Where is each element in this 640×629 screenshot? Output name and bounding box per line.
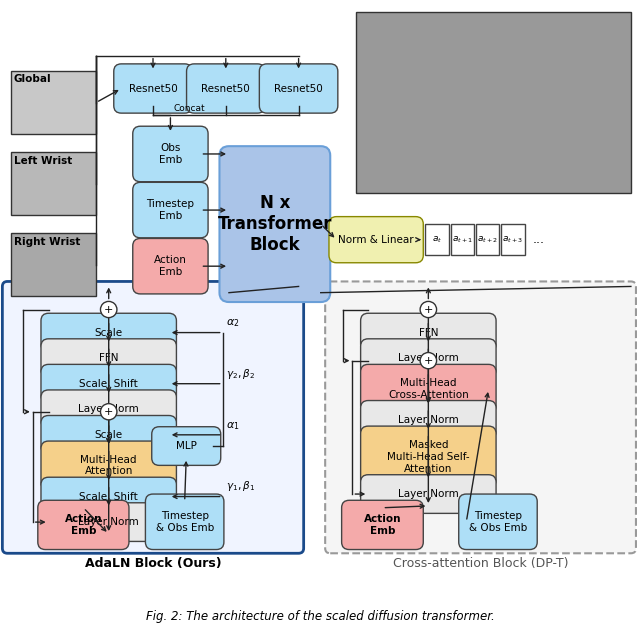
FancyBboxPatch shape	[41, 503, 177, 542]
FancyBboxPatch shape	[360, 313, 496, 352]
FancyBboxPatch shape	[41, 441, 177, 491]
FancyBboxPatch shape	[342, 500, 423, 550]
FancyBboxPatch shape	[459, 494, 537, 550]
Text: N x
Transformer
Block: N x Transformer Block	[218, 194, 332, 254]
Circle shape	[420, 301, 436, 318]
Bar	[11, 152, 96, 214]
FancyBboxPatch shape	[360, 339, 496, 377]
FancyBboxPatch shape	[41, 390, 177, 428]
Text: Layer Norm: Layer Norm	[78, 404, 139, 415]
FancyBboxPatch shape	[220, 146, 330, 302]
Text: Scale, Shift: Scale, Shift	[79, 491, 138, 501]
Circle shape	[100, 404, 117, 420]
FancyBboxPatch shape	[41, 364, 177, 403]
Text: Action
Emb: Action Emb	[65, 514, 102, 536]
Text: $\alpha_1$: $\alpha_1$	[226, 420, 239, 431]
FancyBboxPatch shape	[132, 126, 208, 182]
Text: $a_{t+3}$: $a_{t+3}$	[502, 235, 524, 245]
FancyBboxPatch shape	[41, 416, 177, 454]
FancyBboxPatch shape	[425, 224, 449, 255]
Circle shape	[420, 352, 436, 369]
Text: Resnet50: Resnet50	[274, 84, 323, 94]
Text: Fig. 2: The architecture of the scaled diffusion transformer.: Fig. 2: The architecture of the scaled d…	[147, 610, 495, 623]
Text: ...: ...	[532, 233, 544, 246]
FancyBboxPatch shape	[360, 401, 496, 439]
Text: Layer Norm: Layer Norm	[398, 415, 459, 425]
Text: $\gamma_1, \beta_1$: $\gamma_1, \beta_1$	[226, 479, 255, 493]
FancyBboxPatch shape	[152, 426, 221, 465]
Text: FFN: FFN	[99, 353, 118, 363]
Text: MLP: MLP	[176, 441, 196, 451]
FancyBboxPatch shape	[186, 64, 265, 113]
Bar	[11, 71, 96, 134]
Circle shape	[100, 301, 117, 318]
FancyBboxPatch shape	[451, 224, 474, 255]
Text: Scale, Shift: Scale, Shift	[79, 379, 138, 389]
Text: Multi-Head
Cross-Attention: Multi-Head Cross-Attention	[388, 378, 468, 400]
Text: $a_{t+1}$: $a_{t+1}$	[452, 235, 473, 245]
FancyBboxPatch shape	[476, 224, 499, 255]
FancyBboxPatch shape	[259, 64, 338, 113]
FancyBboxPatch shape	[132, 182, 208, 238]
Text: Global: Global	[14, 74, 51, 84]
Text: +: +	[104, 304, 113, 314]
FancyBboxPatch shape	[145, 494, 224, 550]
Text: Action
Emb: Action Emb	[364, 514, 401, 536]
Text: Concat: Concat	[173, 104, 205, 113]
FancyBboxPatch shape	[132, 238, 208, 294]
Bar	[356, 12, 631, 193]
Text: +: +	[104, 407, 113, 417]
FancyBboxPatch shape	[360, 364, 496, 414]
Text: $\alpha_2$: $\alpha_2$	[226, 318, 239, 330]
Text: $a_t$: $a_t$	[432, 235, 442, 245]
Text: Layer Norm: Layer Norm	[398, 353, 459, 363]
Text: Cross-attention Block (DP-T): Cross-attention Block (DP-T)	[393, 557, 568, 571]
FancyBboxPatch shape	[501, 224, 525, 255]
FancyBboxPatch shape	[41, 477, 177, 516]
FancyBboxPatch shape	[114, 64, 192, 113]
Text: Resnet50: Resnet50	[129, 84, 177, 94]
Text: Norm & Linear: Norm & Linear	[339, 235, 414, 245]
Text: FFN: FFN	[419, 328, 438, 338]
Text: Layer Norm: Layer Norm	[78, 517, 139, 527]
Text: Left Wrist: Left Wrist	[14, 155, 72, 165]
Text: Timestep
& Obs Emb: Timestep & Obs Emb	[156, 511, 214, 533]
Text: Resnet50: Resnet50	[202, 84, 250, 94]
FancyBboxPatch shape	[360, 426, 496, 488]
Text: Layer Norm: Layer Norm	[398, 489, 459, 499]
FancyBboxPatch shape	[360, 475, 496, 513]
Text: Action
Emb: Action Emb	[154, 255, 187, 277]
FancyBboxPatch shape	[3, 281, 303, 554]
Text: Scale: Scale	[95, 328, 123, 338]
FancyBboxPatch shape	[38, 500, 129, 550]
Text: Masked
Multi-Head Self-
Attention: Masked Multi-Head Self- Attention	[387, 440, 470, 474]
Text: Scale: Scale	[95, 430, 123, 440]
Text: +: +	[424, 304, 433, 314]
FancyBboxPatch shape	[41, 339, 177, 377]
Text: Obs
Emb: Obs Emb	[159, 143, 182, 165]
Text: $a_{t+2}$: $a_{t+2}$	[477, 235, 498, 245]
FancyBboxPatch shape	[41, 313, 177, 352]
FancyBboxPatch shape	[329, 216, 423, 263]
Bar	[11, 233, 96, 296]
Text: Multi-Head
Attention: Multi-Head Attention	[81, 455, 137, 477]
Text: $\gamma_2, \beta_2$: $\gamma_2, \beta_2$	[226, 367, 255, 381]
Text: +: +	[424, 355, 433, 365]
Text: Timestep
& Obs Emb: Timestep & Obs Emb	[469, 511, 527, 533]
Text: AdaLN Block (Ours): AdaLN Block (Ours)	[84, 557, 221, 571]
FancyBboxPatch shape	[325, 281, 636, 554]
Text: Right Wrist: Right Wrist	[14, 237, 80, 247]
Text: Timestep
Emb: Timestep Emb	[147, 199, 195, 221]
